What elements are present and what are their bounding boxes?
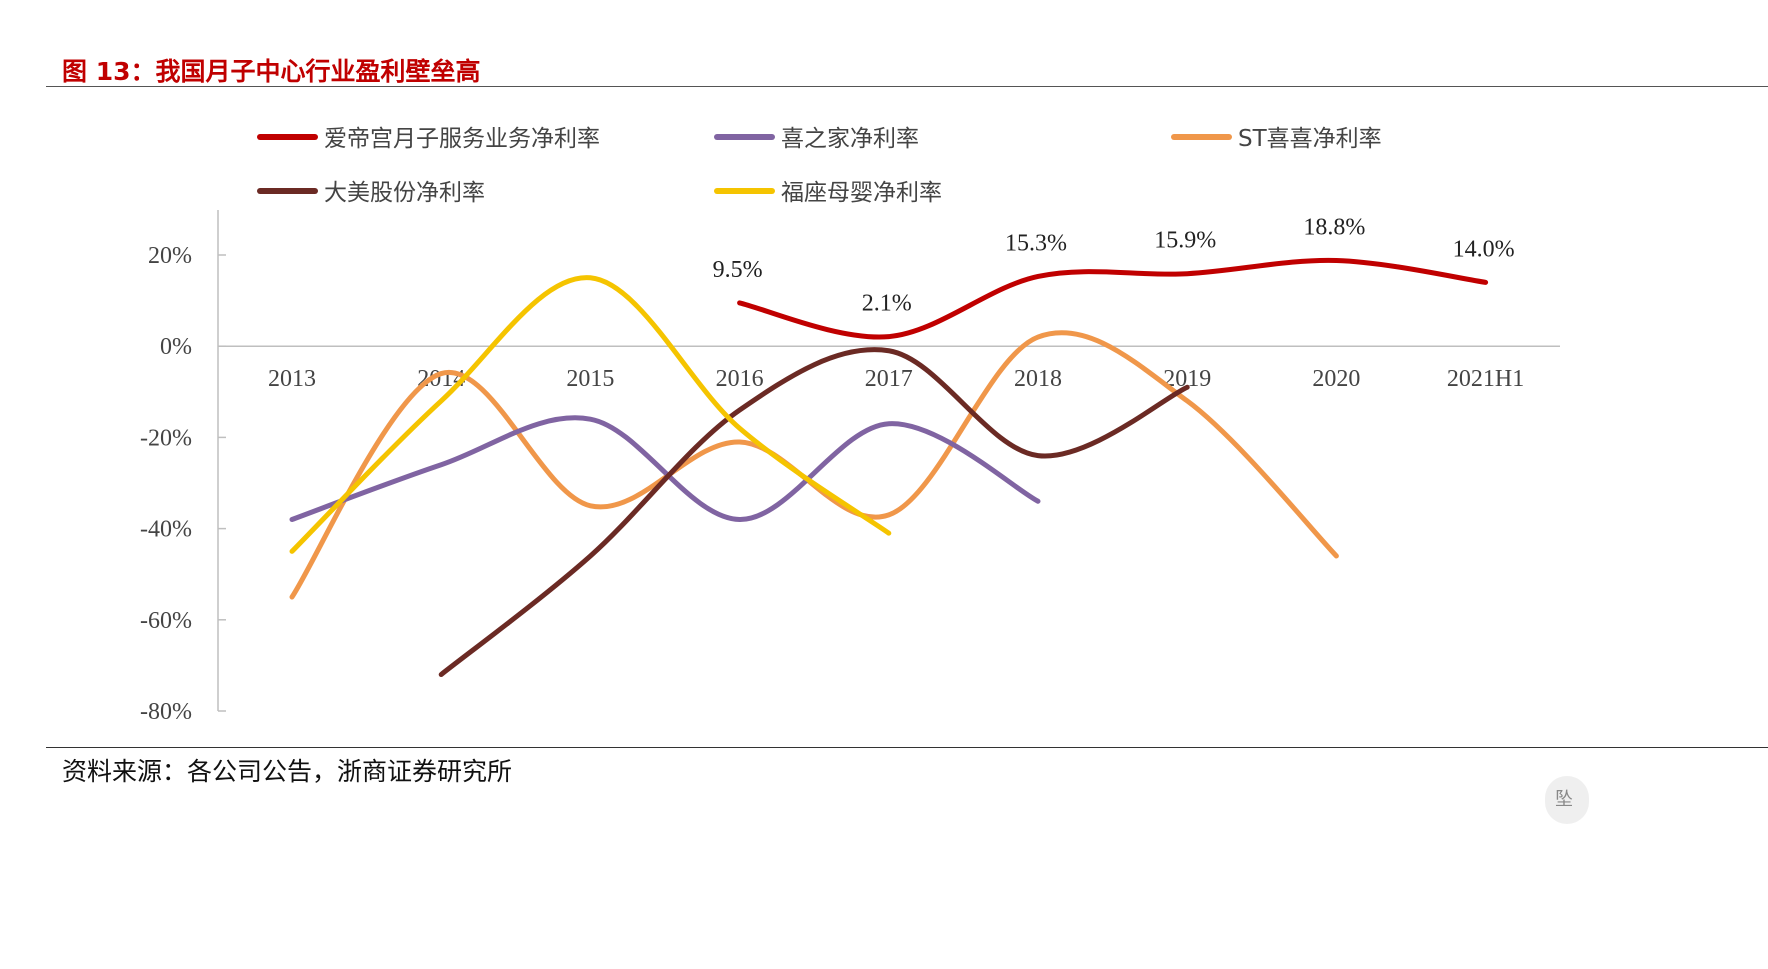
data-label: 9.5%: [713, 257, 763, 283]
title-divider: [46, 86, 1768, 87]
x-tick-label: 2017: [865, 366, 913, 392]
source-note: 资料来源：各公司公告，浙商证券研究所: [62, 757, 513, 786]
x-tick-label: 2020: [1312, 366, 1360, 392]
source-divider: [46, 747, 1768, 748]
y-tick-label: 0%: [160, 334, 192, 360]
series-line-3: [438, 347, 1190, 678]
figure-title: 图 13：我国月子中心行业盈利壁垒高: [62, 57, 481, 86]
x-tick-label: 2015: [566, 366, 614, 392]
y-tick-label: -20%: [140, 425, 192, 451]
chart-data-labels: 9.5% 2.1% 15.3% 15.9% 18.8% 14.0%: [713, 214, 1515, 316]
legend-label: ST喜喜净利率: [1238, 126, 1382, 152]
series-line-1: [289, 415, 1041, 522]
data-label: 15.9%: [1154, 228, 1216, 254]
y-tick-label: -60%: [140, 608, 192, 634]
legend-label: 喜之家净利率: [781, 126, 919, 152]
x-tick-label: 2013: [268, 366, 316, 392]
data-label: 14.0%: [1453, 236, 1515, 262]
legend-label: 大美股份净利率: [324, 180, 485, 206]
x-tick-label: 2016: [716, 366, 764, 392]
x-tick-label: 2021H1: [1447, 366, 1524, 392]
chart-series: [289, 257, 1489, 678]
x-tick-label: 2014: [417, 366, 465, 392]
series-line-4: [289, 275, 892, 554]
x-tick-label: 2018: [1014, 366, 1062, 392]
data-label: 2.1%: [862, 291, 912, 317]
y-tick-label: -40%: [140, 517, 192, 543]
side-float-button[interactable]: 坠: [1545, 776, 1589, 824]
legend-label: 爱帝宫月子服务业务净利率: [324, 126, 600, 152]
data-label: 18.8%: [1303, 214, 1365, 240]
legend-label: 福座母婴净利率: [781, 180, 942, 206]
series-line-0: [737, 257, 1489, 340]
y-tick-label: -80%: [140, 699, 192, 725]
data-label: 15.3%: [1005, 230, 1067, 256]
chart-axes: 20% 0% -20% -40% -60% -80% 2013 2014 2015 2016 201…: [140, 210, 1560, 725]
y-tick-label: 20%: [148, 243, 192, 269]
